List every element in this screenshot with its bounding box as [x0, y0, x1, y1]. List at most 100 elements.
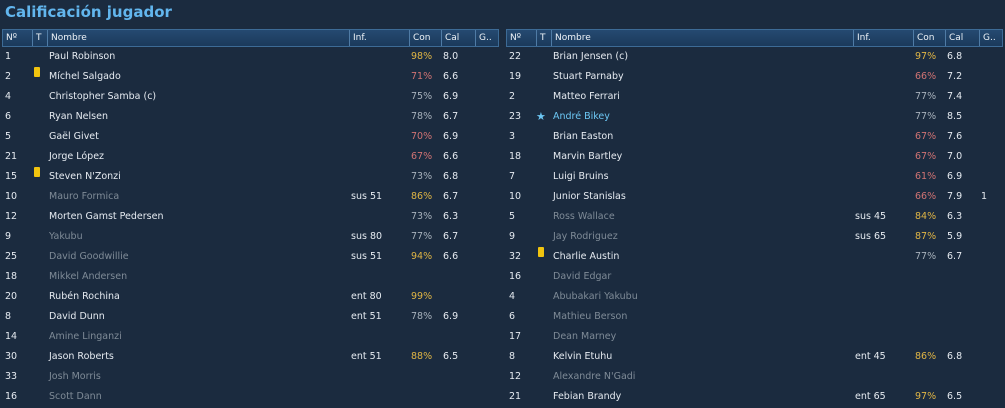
player-name[interactable]: Abubakari Yakubu [553, 291, 638, 302]
player-name[interactable]: Stuart Parnaby [553, 71, 624, 82]
player-name[interactable]: Jay Rodriguez [553, 231, 618, 242]
player-name[interactable]: Brian Jensen (c) [553, 51, 629, 62]
player-row[interactable]: 12 Alexandre N'Gadi [506, 367, 1003, 387]
player-name[interactable]: Febian Brandy [553, 391, 622, 402]
player-name[interactable]: Marvin Bartley [553, 151, 623, 162]
player-row[interactable]: 32 Charlie Austin 77% 6.7 [506, 247, 1003, 267]
player-row[interactable]: 4 Abubakari Yakubu [506, 287, 1003, 307]
col-number-header[interactable]: Nº [6, 33, 17, 43]
player-row[interactable]: 19 Stuart Parnaby 66% 7.2 [506, 67, 1003, 87]
player-name[interactable]: Matteo Ferrari [553, 91, 620, 102]
player-name[interactable]: Míchel Salgado [49, 71, 121, 82]
player-row[interactable]: 12 Morten Gamst Pedersen 73% 6.3 [2, 207, 499, 227]
player-row[interactable]: 10 Mauro Formica sus 51 86% 6.7 [2, 187, 499, 207]
player-name[interactable]: David Goodwillie [49, 251, 129, 262]
goals-value: 1 [981, 191, 988, 202]
player-row[interactable]: 6 Mathieu Berson [506, 307, 1003, 327]
player-row[interactable]: 30 Jason Roberts ent 51 88% 6.5 [2, 347, 499, 367]
player-row[interactable]: 3 Brian Easton 67% 7.6 [506, 127, 1003, 147]
player-row[interactable]: 23 ★ André Bikey 77% 8.5 [506, 107, 1003, 127]
player-name[interactable]: Brian Easton [553, 131, 614, 142]
col-name-header[interactable]: Nombre [551, 30, 853, 46]
player-name[interactable]: Mauro Formica [49, 191, 120, 202]
player-name[interactable]: Mathieu Berson [553, 311, 628, 322]
col-goals-header[interactable]: G.. [979, 30, 1002, 46]
col-t-header[interactable]: T [32, 30, 47, 46]
shirt-number: 14 [5, 331, 18, 342]
player-name[interactable]: David Dunn [49, 311, 105, 322]
condition-value: 88% [411, 351, 433, 362]
player-row[interactable]: 4 Christopher Samba (c) 75% 6.9 [2, 87, 499, 107]
player-row[interactable]: 10 Junior Stanislas 66% 7.9 1 [506, 187, 1003, 207]
rating-value: 6.9 [443, 91, 459, 102]
player-name[interactable]: Ryan Nelsen [49, 111, 108, 122]
player-name[interactable]: Jason Roberts [49, 351, 114, 362]
player-row[interactable]: 21 Jorge López 67% 6.6 [2, 147, 499, 167]
col-name-header[interactable]: Nombre [47, 30, 349, 46]
shirt-number: 12 [5, 211, 18, 222]
player-row[interactable]: 5 Ross Wallace sus 45 84% 6.3 [506, 207, 1003, 227]
player-row[interactable]: 9 Jay Rodriguez sus 65 87% 5.9 [506, 227, 1003, 247]
rating-value: 6.5 [443, 351, 459, 362]
player-name[interactable]: Charlie Austin [553, 251, 620, 262]
player-name[interactable]: Dean Marney [553, 331, 617, 342]
player-name[interactable]: Yakubu [49, 231, 83, 242]
player-row[interactable]: 33 Josh Morris [2, 367, 499, 387]
player-row[interactable]: 2 Matteo Ferrari 77% 7.4 [506, 87, 1003, 107]
col-cal-header[interactable]: Cal [441, 30, 475, 46]
player-name[interactable]: Ross Wallace [553, 211, 615, 222]
player-name[interactable]: Gaël Givet [49, 131, 99, 142]
player-name[interactable]: Mikkel Andersen [49, 271, 128, 282]
player-name[interactable]: Steven N'Zonzi [49, 171, 121, 182]
player-row[interactable]: 20 Rubén Rochina ent 80 99% [2, 287, 499, 307]
player-row[interactable]: 22 Brian Jensen (c) 97% 6.8 [506, 47, 1003, 67]
col-number-header[interactable]: Nº [510, 33, 521, 43]
player-row[interactable]: 8 David Dunn ent 51 78% 6.9 [2, 307, 499, 327]
player-row[interactable]: 18 Marvin Bartley 67% 7.0 [506, 147, 1003, 167]
rating-value: 6.7 [443, 111, 459, 122]
player-name[interactable]: Rubén Rochina [49, 291, 120, 302]
player-list: 22 Brian Jensen (c) 97% 6.8 19 Stuart Parnaby… [506, 47, 1003, 407]
player-name[interactable]: Christopher Samba (c) [49, 91, 157, 102]
player-row[interactable]: 6 Ryan Nelsen 78% 6.7 [2, 107, 499, 127]
player-row[interactable]: 15 Steven N'Zonzi 73% 6.8 [2, 167, 499, 187]
rating-value: 7.0 [947, 151, 963, 162]
player-name[interactable]: Kelvin Etuhu [553, 351, 613, 362]
player-info: ent 45 [855, 351, 886, 362]
player-row[interactable]: 1 Paul Robinson 98% 8.0 [2, 47, 499, 67]
col-t-header[interactable]: T [536, 30, 551, 46]
player-name[interactable]: André Bikey [553, 111, 610, 122]
player-name[interactable]: Scott Dann [49, 391, 102, 402]
player-name[interactable]: Morten Gamst Pedersen [49, 211, 164, 222]
player-name[interactable]: Alexandre N'Gadi [553, 371, 636, 382]
col-inf-header[interactable]: Inf. [853, 30, 913, 46]
condition-value: 98% [411, 51, 433, 62]
player-row[interactable]: 9 Yakubu sus 80 77% 6.7 [2, 227, 499, 247]
player-row[interactable]: 2 Míchel Salgado 71% 6.6 [2, 67, 499, 87]
player-row[interactable]: 5 Gaël Givet 70% 6.9 [2, 127, 499, 147]
player-row[interactable]: 16 Scott Dann [2, 387, 499, 407]
col-con-header[interactable]: Con [913, 30, 945, 46]
col-goals-header[interactable]: G.. [475, 30, 498, 46]
player-name[interactable]: Junior Stanislas [553, 191, 626, 202]
player-row[interactable]: 7 Luigi Bruins 61% 6.9 [506, 167, 1003, 187]
col-cal-header[interactable]: Cal [945, 30, 979, 46]
player-name[interactable]: Amine Linganzi [49, 331, 122, 342]
player-row[interactable]: 25 David Goodwillie sus 51 94% 6.6 [2, 247, 499, 267]
rating-value: 7.2 [947, 71, 963, 82]
player-row[interactable]: 18 Mikkel Andersen [2, 267, 499, 287]
player-name[interactable]: Jorge López [49, 151, 105, 162]
col-con-header[interactable]: Con [409, 30, 441, 46]
condition-value: 84% [915, 211, 937, 222]
player-name[interactable]: Luigi Bruins [553, 171, 609, 182]
player-name[interactable]: David Edgar [553, 271, 612, 282]
player-row[interactable]: 16 David Edgar [506, 267, 1003, 287]
player-name[interactable]: Paul Robinson [49, 51, 116, 62]
player-row[interactable]: 17 Dean Marney [506, 327, 1003, 347]
player-name[interactable]: Josh Morris [49, 371, 101, 382]
col-inf-header[interactable]: Inf. [349, 30, 409, 46]
player-row[interactable]: 21 Febian Brandy ent 65 97% 6.5 [506, 387, 1003, 407]
condition-value: 66% [915, 71, 937, 82]
player-row[interactable]: 14 Amine Linganzi [2, 327, 499, 347]
player-row[interactable]: 8 Kelvin Etuhu ent 45 86% 6.8 [506, 347, 1003, 367]
